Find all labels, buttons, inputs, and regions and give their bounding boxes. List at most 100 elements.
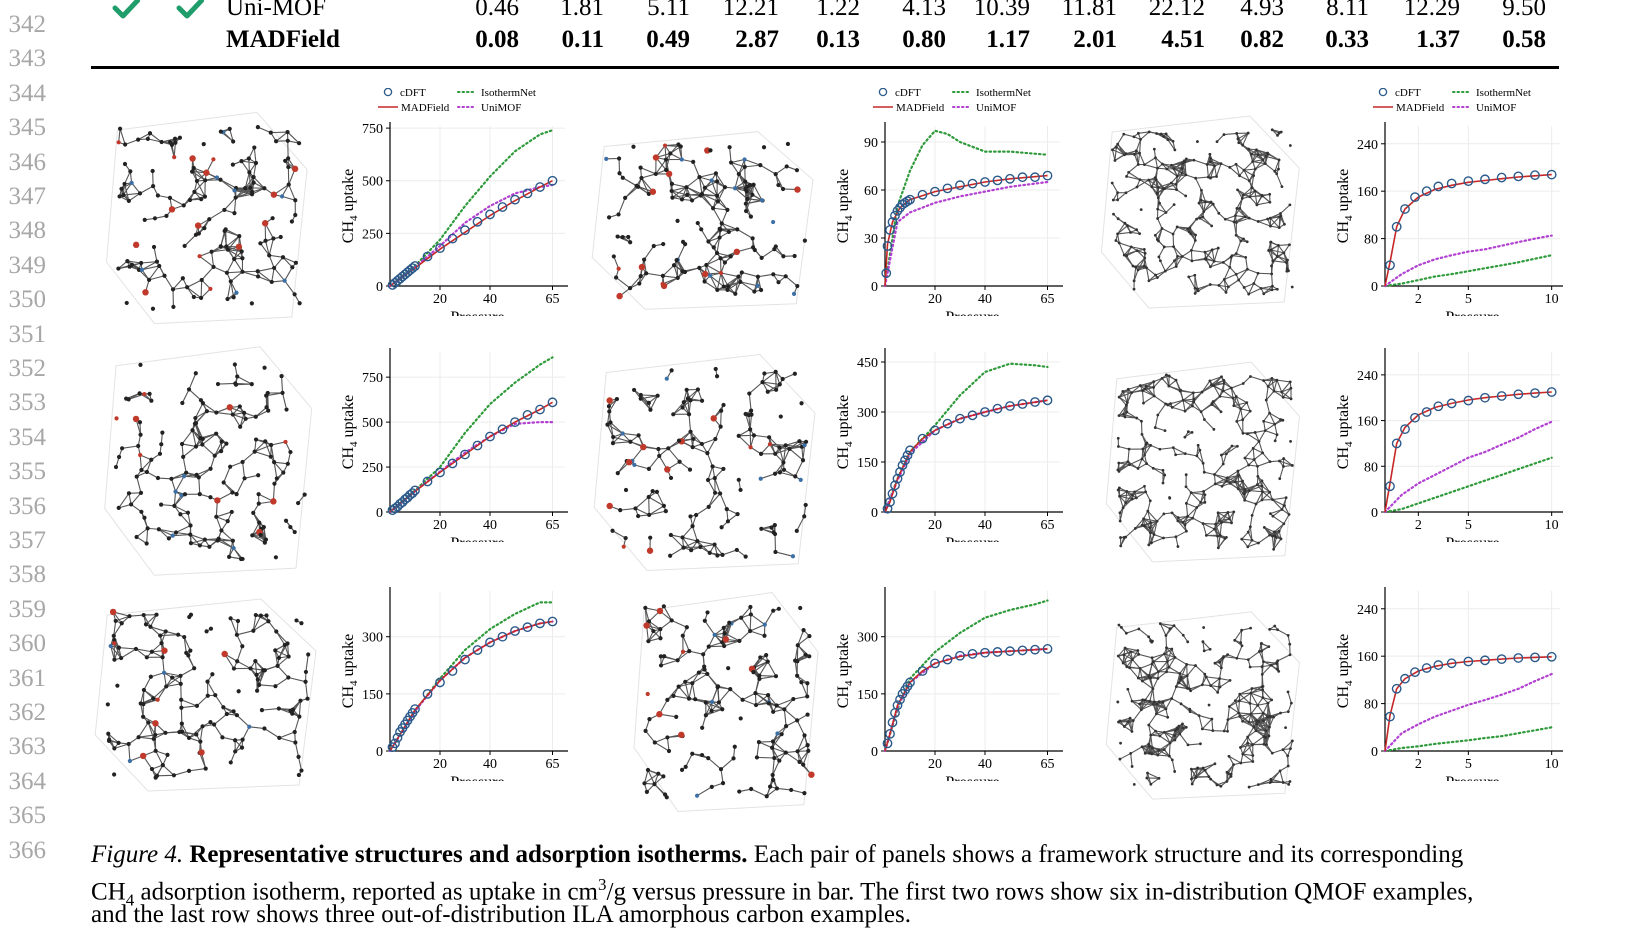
cdft-point <box>1401 425 1409 433</box>
y-tick-label: 30 <box>864 232 878 247</box>
y-tick-label: 160 <box>1357 650 1378 665</box>
y-tick-label: 300 <box>857 631 878 646</box>
legend-label: cDFT <box>400 88 426 99</box>
line-number: 352 <box>0 356 46 381</box>
isotherm-plot: 0801602402510PressureCH4 uptakecDFTIsoth… <box>1335 88 1570 316</box>
line-number: 359 <box>0 597 46 622</box>
table-row: Uni-MOF 0.46 1.81 5.11 12.21 1.22 4.13 1… <box>0 0 1639 24</box>
y-tick-label: 80 <box>1364 233 1378 248</box>
x-tick-label: 40 <box>978 292 992 307</box>
legend-label: cDFT <box>895 88 921 99</box>
atoms <box>114 362 307 561</box>
y-axis-label: CH4 uptake <box>835 395 855 469</box>
x-tick-label: 65 <box>1041 292 1055 307</box>
line-number: 344 <box>0 81 46 106</box>
x-tick-label: 5 <box>1465 518 1472 533</box>
y-tick-label: 450 <box>857 356 878 371</box>
isotherm-plot: 0250500750204065PressureCH4 uptakecDFTIs… <box>340 88 575 316</box>
bonds <box>644 606 811 797</box>
legend-label: IsothermNet <box>1476 88 1531 99</box>
legend-label: IsothermNet <box>976 88 1031 99</box>
x-tick-label: 40 <box>483 292 497 307</box>
atoms <box>605 367 808 559</box>
y-tick-label: 80 <box>1364 698 1378 713</box>
isothermnet-line <box>885 601 1048 752</box>
x-tick-label: 2 <box>1415 518 1422 533</box>
line-number: 350 <box>0 287 46 312</box>
y-tick-label: 150 <box>857 688 878 703</box>
isotherm-plot: 0150300450204065PressureCH4 uptake <box>835 314 1070 542</box>
line-number: 351 <box>0 322 46 347</box>
x-axis-label: Pressure <box>450 774 504 781</box>
legend-label: UniMOF <box>1476 102 1516 114</box>
x-axis-label: Pressure <box>450 535 504 542</box>
x-tick-label: 10 <box>1545 292 1559 307</box>
line-number: 345 <box>0 115 46 140</box>
x-tick-label: 5 <box>1465 757 1472 772</box>
y-axis-label: CH4 uptake <box>340 634 360 708</box>
structure-image <box>628 588 828 816</box>
isothermnet-line <box>390 130 553 286</box>
x-tick-label: 40 <box>483 518 497 533</box>
y-tick-label: 240 <box>1357 603 1378 618</box>
y-axis-label: CH4 uptake <box>340 395 360 469</box>
bonds <box>1118 624 1292 787</box>
y-tick-label: 80 <box>1364 460 1378 475</box>
y-tick-label: 250 <box>362 227 383 242</box>
x-tick-label: 20 <box>928 518 942 533</box>
x-axis-label: Pressure <box>945 774 999 781</box>
y-tick-label: 240 <box>1357 369 1378 384</box>
table-row: MADField 0.08 0.11 0.49 2.87 0.13 0.80 1… <box>0 26 1639 56</box>
line-number: 356 <box>0 494 46 519</box>
y-tick-label: 160 <box>1357 185 1378 200</box>
line-number: 347 <box>0 184 46 209</box>
x-tick-label: 65 <box>546 518 560 533</box>
isotherm-plot: 0150300204065PressureCH4 uptake <box>340 553 575 781</box>
x-tick-label: 10 <box>1545 518 1559 533</box>
y-tick-label: 750 <box>362 122 383 137</box>
x-tick-label: 40 <box>978 518 992 533</box>
line-number: 355 <box>0 459 46 484</box>
caption-line: Figure 4. Representative structures and … <box>91 840 1561 870</box>
line-number: 358 <box>0 562 46 587</box>
x-tick-label: 2 <box>1415 757 1422 772</box>
x-tick-label: 20 <box>433 518 447 533</box>
unit-cell-box <box>105 347 312 575</box>
y-tick-label: 150 <box>362 688 383 703</box>
y-tick-label: 0 <box>871 506 878 521</box>
isotherm-plot: 0801602402510PressureCH4 uptake <box>1335 314 1570 542</box>
y-tick-label: 250 <box>362 461 383 476</box>
madfield-line <box>885 176 1048 286</box>
line-number: 364 <box>0 769 46 794</box>
isotherm-plot: 0150300204065PressureCH4 uptake <box>835 553 1070 781</box>
line-number: 366 <box>0 838 46 863</box>
method-name: Uni-MOF <box>226 0 326 22</box>
legend-label: MADField <box>401 102 450 114</box>
structure-image <box>100 108 318 328</box>
isothermnet-line <box>390 602 553 751</box>
x-tick-label: 20 <box>433 292 447 307</box>
line-number: 354 <box>0 425 46 450</box>
caption-line: and the last row shows three out-of-dist… <box>91 900 1561 930</box>
line-number: 365 <box>0 803 46 828</box>
isotherm-plot: 0250500750204065PressureCH4 uptake <box>340 314 575 542</box>
y-tick-label: 0 <box>376 506 383 521</box>
y-tick-label: 60 <box>864 184 878 199</box>
line-number: 348 <box>0 218 46 243</box>
x-axis-label: Pressure <box>1445 774 1499 781</box>
structure-image <box>98 342 323 580</box>
legend-label: MADField <box>896 102 945 114</box>
y-tick-label: 160 <box>1357 415 1378 430</box>
caption-title: Representative structures and adsorption… <box>189 841 747 868</box>
y-tick-label: 240 <box>1357 138 1378 153</box>
cdft-point <box>1447 179 1455 187</box>
cdft-point <box>956 181 964 189</box>
line-number: 357 <box>0 528 46 553</box>
y-tick-label: 0 <box>376 280 383 295</box>
x-tick-label: 40 <box>483 757 497 772</box>
unit-cell-box <box>1101 116 1299 308</box>
legend-label: IsothermNet <box>481 88 536 99</box>
x-tick-label: 20 <box>928 757 942 772</box>
line-number: 353 <box>0 390 46 415</box>
y-axis-label: CH4 uptake <box>340 169 360 243</box>
